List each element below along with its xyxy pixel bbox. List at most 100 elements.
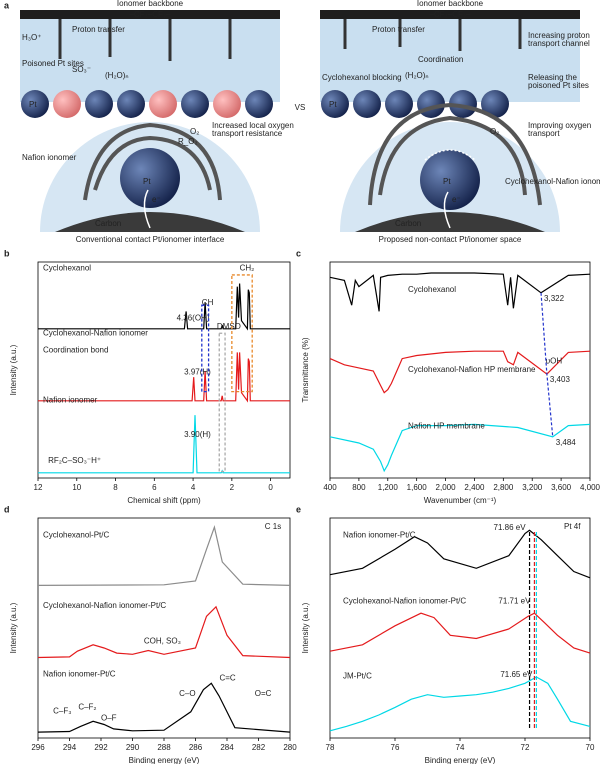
electron-arrow: [443, 191, 451, 229]
x-tick-label: 292: [94, 743, 108, 752]
plot-frame: [329, 261, 591, 479]
annotation: 3.97(H): [184, 367, 211, 376]
annotation: DMSO: [217, 322, 241, 331]
label: O₂: [190, 127, 199, 136]
spectrum: [329, 612, 591, 654]
ionomer-strands: [368, 102, 542, 206]
label: Improving oxygen: [528, 121, 591, 130]
label: Releasing the: [528, 73, 577, 82]
spectrum: [329, 272, 591, 312]
label: SO₃⁻: [72, 65, 91, 74]
label: Carbon: [95, 219, 121, 228]
x-tick-label: 70: [586, 743, 595, 752]
ionomer-strands: [83, 122, 222, 201]
label: Poisoned Pt sites: [22, 59, 84, 68]
panel-label: e: [296, 504, 301, 514]
spectrum: [329, 350, 591, 394]
annotation: C 1s: [265, 522, 281, 531]
pt-row: [21, 90, 273, 118]
panel-label: c: [296, 248, 301, 258]
plot-frame: [37, 517, 291, 739]
y-axis-label: Transmittance (%): [301, 337, 310, 402]
series-name: Cyclohexanol: [408, 285, 456, 294]
label: transport resistance: [212, 129, 283, 138]
annotation: O–F: [101, 713, 117, 722]
label: transport: [528, 129, 560, 138]
label: –CF₂–CF₂–: [130, 10, 171, 19]
reference-label: 71.71 eV: [498, 596, 531, 605]
membrane: [320, 10, 580, 102]
x-tick-label: 4: [191, 483, 196, 492]
reference-label: 71.65 eV: [500, 670, 533, 679]
x-axis-label: Binding energy (eV): [425, 756, 496, 764]
series-name: Cyclohexanol-Nafion ionomer: [43, 328, 148, 337]
plot-frame: [329, 517, 591, 739]
label: Pt: [29, 100, 37, 109]
label: Ionomer backbone: [117, 0, 184, 8]
panel-label: d: [4, 504, 10, 514]
series-name: Cyclohexanol-Nafion HP membrane: [408, 365, 536, 374]
label: O₂: [490, 127, 499, 136]
side-chains: [58, 19, 232, 61]
x-tick-label: 2,000: [436, 483, 457, 492]
label: –CF₂–CF₂–: [430, 10, 471, 19]
panel-label: b: [4, 248, 10, 258]
series-name: Cyclohexanol-Pt/C: [43, 531, 109, 540]
label: Ionomer backbone: [417, 0, 484, 8]
x-tick-label: 2,800: [493, 483, 514, 492]
highlight-box: [218, 332, 226, 473]
annotation: υOH: [546, 356, 563, 365]
pt-row: [321, 90, 509, 118]
electron-arrow: [143, 189, 151, 229]
x-tick-label: 2,400: [464, 483, 485, 492]
y-axis-label: Intensity (a.u.): [9, 602, 18, 653]
label: R_O₂: [178, 137, 198, 146]
pt-particle: [120, 148, 180, 208]
label: Cyclohexanol-Nafion ionomer: [505, 177, 600, 186]
label: Conventional contact Pt/ionomer interfac…: [76, 235, 225, 244]
label: (H₂O)ₙ: [105, 71, 129, 80]
label: e⁻: [452, 195, 461, 204]
label: transport channel: [528, 39, 590, 48]
spectrum: [329, 676, 591, 732]
series-name: Cyclohexanol-Nafion ionomer-Pt/C: [343, 597, 466, 606]
annotation: C–F₃: [53, 707, 71, 716]
spectrum: [329, 529, 591, 579]
backbone-bar: [320, 10, 580, 19]
x-tick-label: 2: [230, 483, 235, 492]
series-name: Nafion ionomer-Pt/C: [343, 531, 416, 540]
x-tick-label: 78: [326, 743, 335, 752]
peak-label: 3,403: [550, 375, 571, 384]
x-axis-label: Binding energy (eV): [129, 756, 200, 764]
series-name: Nafion ionomer: [43, 395, 98, 404]
series-name: Nafion ionomer-Pt/C: [43, 669, 116, 678]
label: Pt: [443, 177, 451, 186]
x-tick-label: 3,200: [522, 483, 543, 492]
annotation: Pt 4f: [564, 522, 581, 531]
label: Increasing proton: [528, 31, 590, 40]
spectrum: [38, 415, 290, 474]
y-axis-label: Intensity (a.u.): [301, 602, 310, 653]
y-axis-label: Intensity (a.u.): [9, 344, 18, 395]
label: e⁻: [152, 195, 161, 204]
x-tick-label: 76: [391, 743, 400, 752]
x-tick-label: 8: [113, 483, 118, 492]
series-name: Cyclohexanol-Nafion ionomer-Pt/C: [43, 601, 166, 610]
highlight-box: [201, 304, 210, 393]
x-tick-label: 280: [283, 743, 297, 752]
pt-particle: [420, 150, 480, 210]
spectrum: [37, 605, 291, 659]
label: Pt: [329, 100, 337, 109]
x-tick-label: 12: [34, 483, 43, 492]
label: Proton transfer: [372, 25, 425, 34]
x-tick-label: 294: [63, 743, 77, 752]
spectrum: [37, 525, 291, 586]
label: Coordination: [418, 55, 463, 64]
x-tick-label: 10: [72, 483, 81, 492]
label: Proton transfer: [72, 25, 125, 34]
label: Proposed non-contact Pt/ionomer space: [379, 235, 522, 244]
x-tick-label: 290: [126, 743, 140, 752]
annotation: CH: [202, 298, 214, 307]
